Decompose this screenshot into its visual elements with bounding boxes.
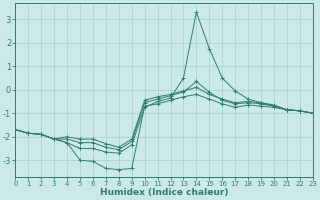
X-axis label: Humidex (Indice chaleur): Humidex (Indice chaleur) [100, 188, 228, 197]
